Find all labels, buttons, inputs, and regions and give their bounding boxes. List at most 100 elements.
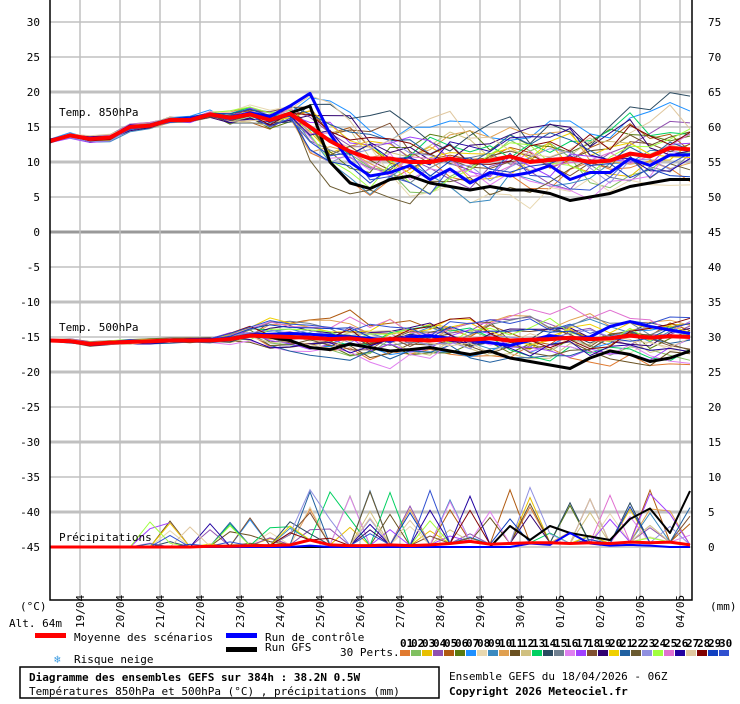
legend-mean-label: Moyenne des scénarios xyxy=(74,631,213,644)
pert-legend-label: 21 xyxy=(620,637,634,650)
pert-legend-label: 22 xyxy=(631,637,644,650)
pert-legend-label: 02 xyxy=(411,637,424,650)
left-tick-label: 5 xyxy=(33,191,40,204)
right-tick-label: 50 xyxy=(708,191,721,204)
pert-legend-swatch xyxy=(664,650,674,656)
pert-legend-label: 26 xyxy=(675,637,689,650)
pert-legend-swatch xyxy=(543,650,553,656)
copyright: Copyright 2026 Meteociel.fr xyxy=(449,685,628,698)
pert-t850-line xyxy=(49,106,691,197)
pert-legend-label: 04 xyxy=(433,637,447,650)
right-tick-label: 0 xyxy=(708,541,715,554)
x-tick-label: 24/04 xyxy=(274,595,287,628)
right-tick-label: 15 xyxy=(708,436,721,449)
pert-legend-label: 23 xyxy=(642,637,655,650)
left-tick-label: -20 xyxy=(20,366,40,379)
pert-legend-swatch xyxy=(422,650,432,656)
right-tick-label: 40 xyxy=(708,261,721,274)
pert-legend-label: 14 xyxy=(543,637,557,650)
left-tick-label: 10 xyxy=(27,156,40,169)
x-tick-label: 25/04 xyxy=(314,595,327,628)
left-tick-label: 20 xyxy=(27,86,40,99)
pert-legend-label: 17 xyxy=(576,637,589,650)
pert-legend-label: 08 xyxy=(477,637,490,650)
label-precip: Précipitations xyxy=(59,531,152,544)
x-tick-label: 26/04 xyxy=(354,595,367,628)
perturbation-legend: 0102030405060708091011121314151617181920… xyxy=(400,637,732,656)
legend-snow-label: Risque neige xyxy=(74,653,153,666)
pert-legend-label: 19 xyxy=(598,637,611,650)
pert-legend-swatch xyxy=(565,650,575,656)
right-tick-label: 55 xyxy=(708,156,721,169)
pert-legend-swatch xyxy=(510,650,520,656)
pert-legend-swatch xyxy=(532,650,542,656)
title-box xyxy=(19,666,440,699)
pert-legend-swatch xyxy=(609,650,619,656)
pert-legend-swatch xyxy=(697,650,707,656)
x-tick-label: 04/05 xyxy=(674,595,687,628)
right-tick-label: 70 xyxy=(708,51,721,64)
pert-legend-swatch xyxy=(620,650,630,656)
pert-legend-swatch xyxy=(411,650,421,656)
left-tick-label: 30 xyxy=(27,16,40,29)
legend-mean-swatch xyxy=(35,633,66,638)
right-tick-label: 65 xyxy=(708,86,721,99)
pert-legend-label: 07 xyxy=(466,637,479,650)
pert-legend-label: 13 xyxy=(532,637,545,650)
right-tick-label: 35 xyxy=(708,296,721,309)
pert-legend-swatch xyxy=(653,650,663,656)
pert-legend-label: 06 xyxy=(455,637,469,650)
pert-legend-swatch xyxy=(466,650,476,656)
right-tick-label: 25 xyxy=(708,366,721,379)
pert-legend-swatch xyxy=(631,650,641,656)
right-tick-label: 10 xyxy=(708,471,721,484)
x-tick-label: 03/05 xyxy=(634,595,647,628)
pert-legend-label: 30 xyxy=(719,637,732,650)
left-tick-label: 25 xyxy=(27,51,40,64)
pert-legend-label: 12 xyxy=(521,637,534,650)
right-tick-label: 45 xyxy=(708,226,721,239)
pert-legend-label: 11 xyxy=(510,637,524,650)
left-tick-label: -30 xyxy=(20,436,40,449)
legend-gfs-swatch xyxy=(226,647,257,652)
left-tick-label: -35 xyxy=(20,471,40,484)
x-tick-label: 02/05 xyxy=(594,595,607,628)
plot-frame xyxy=(49,0,693,601)
pert-t500-line xyxy=(49,321,691,357)
legend-control-label: Run de contrôle xyxy=(265,631,364,644)
pert-legend-swatch xyxy=(455,650,465,656)
pert-legend-swatch xyxy=(433,650,443,656)
legend-gfs-label: Run GFS xyxy=(265,641,311,654)
right-unit: (mm) xyxy=(710,600,737,613)
left-tick-label: 0 xyxy=(33,226,40,239)
x-tick-label: 29/04 xyxy=(474,595,487,628)
pert-legend-label: 25 xyxy=(664,637,677,650)
pert-legend-swatch xyxy=(444,650,454,656)
snowflake-icon: ❄ xyxy=(54,653,61,666)
pert-legend-swatch xyxy=(708,650,718,656)
pert-legend-label: 03 xyxy=(422,637,435,650)
pert-legend-label: 15 xyxy=(554,637,567,650)
right-tick-label: 60 xyxy=(708,121,721,134)
grid xyxy=(50,0,692,600)
pert-legend-label: 20 xyxy=(609,637,622,650)
x-tick-label: 21/04 xyxy=(154,595,167,628)
pert-legend-swatch xyxy=(675,650,685,656)
pert-legend-swatch xyxy=(642,650,652,656)
pert-legend-swatch xyxy=(499,650,509,656)
series-t850-line xyxy=(49,111,691,164)
pert-legend-label: 18 xyxy=(587,637,600,650)
pert-legend-label: 16 xyxy=(565,637,579,650)
run-info: Ensemble GEFS du 18/04/2026 - 06Z xyxy=(449,670,668,683)
pert-legend-swatch xyxy=(686,650,696,656)
legend-control-swatch xyxy=(226,633,257,638)
right-tick-label: 75 xyxy=(708,16,721,29)
legend-perts-label: 30 Perts. xyxy=(340,646,400,659)
pert-legend-label: 09 xyxy=(488,637,501,650)
label-t500: Temp. 500hPa xyxy=(59,321,138,334)
pert-legend-swatch xyxy=(521,650,531,656)
series-t500-line xyxy=(49,333,691,346)
pert-legend-swatch xyxy=(598,650,608,656)
left-tick-label: -25 xyxy=(20,401,40,414)
